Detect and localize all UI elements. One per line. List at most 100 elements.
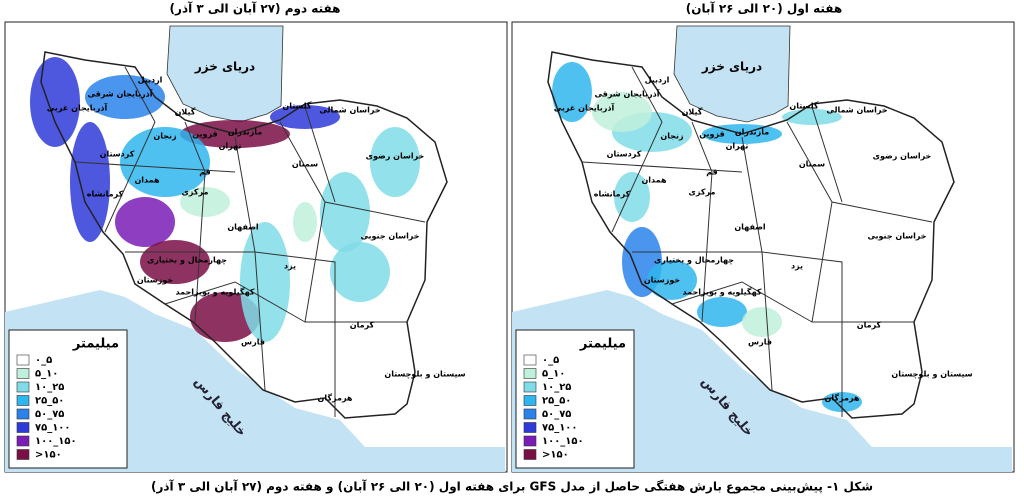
province-label: کرمان: [857, 321, 882, 330]
rain-area: [140, 240, 210, 284]
legend-title: میلیمتر: [72, 337, 119, 352]
rain-area: [293, 202, 317, 242]
province-label: کردستان: [100, 150, 135, 159]
province-label: هرمزگان: [318, 393, 353, 403]
legend-swatch: [16, 449, 30, 460]
rain-area: [592, 92, 652, 132]
province-label: مازندران: [228, 128, 262, 137]
province-label: مرکزی: [182, 188, 209, 197]
legend-label: >۱۵۰: [35, 450, 62, 461]
rain-area: [85, 75, 165, 119]
province-label: کرمانشاه: [594, 190, 631, 199]
province-label: اصفهان: [734, 223, 766, 232]
province-border: [671, 281, 813, 323]
province-label: همدان: [641, 176, 667, 185]
legend-swatch: [523, 408, 537, 420]
legend: میلیمتر ۰_۵ ۵_۱۰ ۱۰_۲۵ ۲۵_۵۰ ۵۰_۷۵ ۷۵_۱۰۰ ۱۰۰_۱…: [8, 329, 128, 469]
province-label: گلستان: [789, 101, 819, 111]
iran-border: [40, 51, 448, 419]
rain-area: [120, 127, 210, 197]
rain-area: [180, 187, 230, 217]
province-label: کرمان: [350, 321, 375, 330]
legend-label: ۷۵_۱۰۰: [35, 423, 71, 434]
province-label: سیستان و بلوچستان: [384, 370, 465, 379]
province-label: هرمزگان: [825, 393, 860, 403]
sea-label: دریای خزر: [701, 60, 762, 74]
province-label: آذربایجان شرقی: [594, 89, 659, 99]
province-label: خراسان شمالی: [826, 106, 888, 115]
province-label: قم: [706, 168, 718, 177]
province-border: [254, 251, 336, 417]
province-label: اردبیل: [645, 76, 670, 85]
province-label: قزوین: [192, 130, 217, 139]
province-label: سمنان: [799, 160, 825, 169]
province-border: [811, 106, 843, 203]
province-label: سمنان: [292, 160, 318, 169]
rain-area: [330, 242, 390, 302]
province-label: قم: [199, 168, 211, 177]
legend-label: ۵_۱۰: [542, 369, 565, 380]
province-border: [184, 121, 206, 323]
province-label: یزد: [791, 262, 803, 271]
legend-label: ۵۰_۷۵: [35, 409, 64, 420]
province-label: خراسان رضوی: [366, 152, 425, 161]
legend-label: ۱۰_۲۵: [35, 382, 64, 393]
province-label: خوزستان: [137, 276, 174, 285]
legend: میلیمتر ۰_۵ ۵_۱۰ ۱۰_۲۵ ۲۵_۵۰ ۵۰_۷۵ ۷۵_۱۰۰ ۱۰۰_۱…: [515, 329, 635, 469]
legend-label: ۲۵_۵۰: [35, 396, 64, 407]
rain-area: [614, 172, 650, 222]
province-label: قزوین: [699, 130, 724, 139]
legend-swatch: [16, 354, 30, 366]
legend-label: ۱۰۰_۱۵۰: [35, 436, 77, 447]
province-label: چهارمحال و بختیاری: [147, 256, 227, 265]
legend-swatch: [523, 354, 537, 366]
province-label: زنجان: [153, 132, 177, 141]
rain-area: [742, 307, 782, 337]
province-label: مازندران: [735, 128, 769, 137]
province-label: آذربایجان غربی: [554, 103, 615, 113]
rain-area: [115, 197, 175, 247]
legend-swatch: [523, 422, 537, 433]
province-label: آذربایجان شرقی: [87, 89, 152, 99]
province-label: اصفهان: [227, 223, 259, 232]
persian-gulf: [5, 290, 505, 472]
rain-area: [552, 62, 592, 122]
legend-label: ۰_۵: [542, 355, 559, 366]
legend-swatch: [523, 381, 537, 393]
province-border: [581, 161, 743, 173]
province-label: همدان: [134, 176, 160, 185]
rain-area: [30, 57, 80, 147]
legend-swatch: [523, 395, 537, 406]
iran-border: [547, 51, 955, 419]
rain-area: [270, 105, 340, 129]
province-label: مرکزی: [689, 188, 716, 197]
province-border: [74, 161, 236, 173]
province-label: زنجان: [660, 132, 684, 141]
rain-area: [240, 222, 290, 342]
province-label: گیلان: [682, 107, 703, 117]
sea-label: دریای خزر: [194, 60, 255, 74]
province-label: خوزستان: [644, 276, 681, 285]
panel-title: هفته دوم (۲۷ آبان الی ۳ آذر): [170, 1, 341, 17]
legend-label: ۷۵_۱۰۰: [542, 423, 578, 434]
province-label: فارس: [241, 338, 265, 348]
legend-swatch: [16, 381, 30, 393]
legend-label: ۲۵_۵۰: [542, 396, 571, 407]
province-label: سیستان و بلوچستان: [891, 370, 972, 379]
legend-label: ۰_۵: [35, 355, 52, 366]
province-border: [164, 281, 306, 323]
legend-swatch: [16, 422, 30, 433]
rain-area: [320, 172, 370, 252]
persian-gulf: [512, 290, 1012, 472]
province-border: [304, 106, 336, 203]
province-border: [761, 251, 843, 417]
legend-swatch: [16, 408, 30, 420]
province-label: خراسان جنوبی: [360, 232, 419, 241]
panel-title: هفته اول (۲۰ الی ۲۶ آبان): [686, 1, 842, 17]
legend-swatch: [523, 368, 537, 379]
province-label: یزد: [284, 262, 296, 271]
province-label: آذربایجان غربی: [47, 103, 108, 113]
legend-label: ۱۰_۲۵: [542, 382, 571, 393]
province-label: کرمانشاه: [87, 190, 124, 199]
